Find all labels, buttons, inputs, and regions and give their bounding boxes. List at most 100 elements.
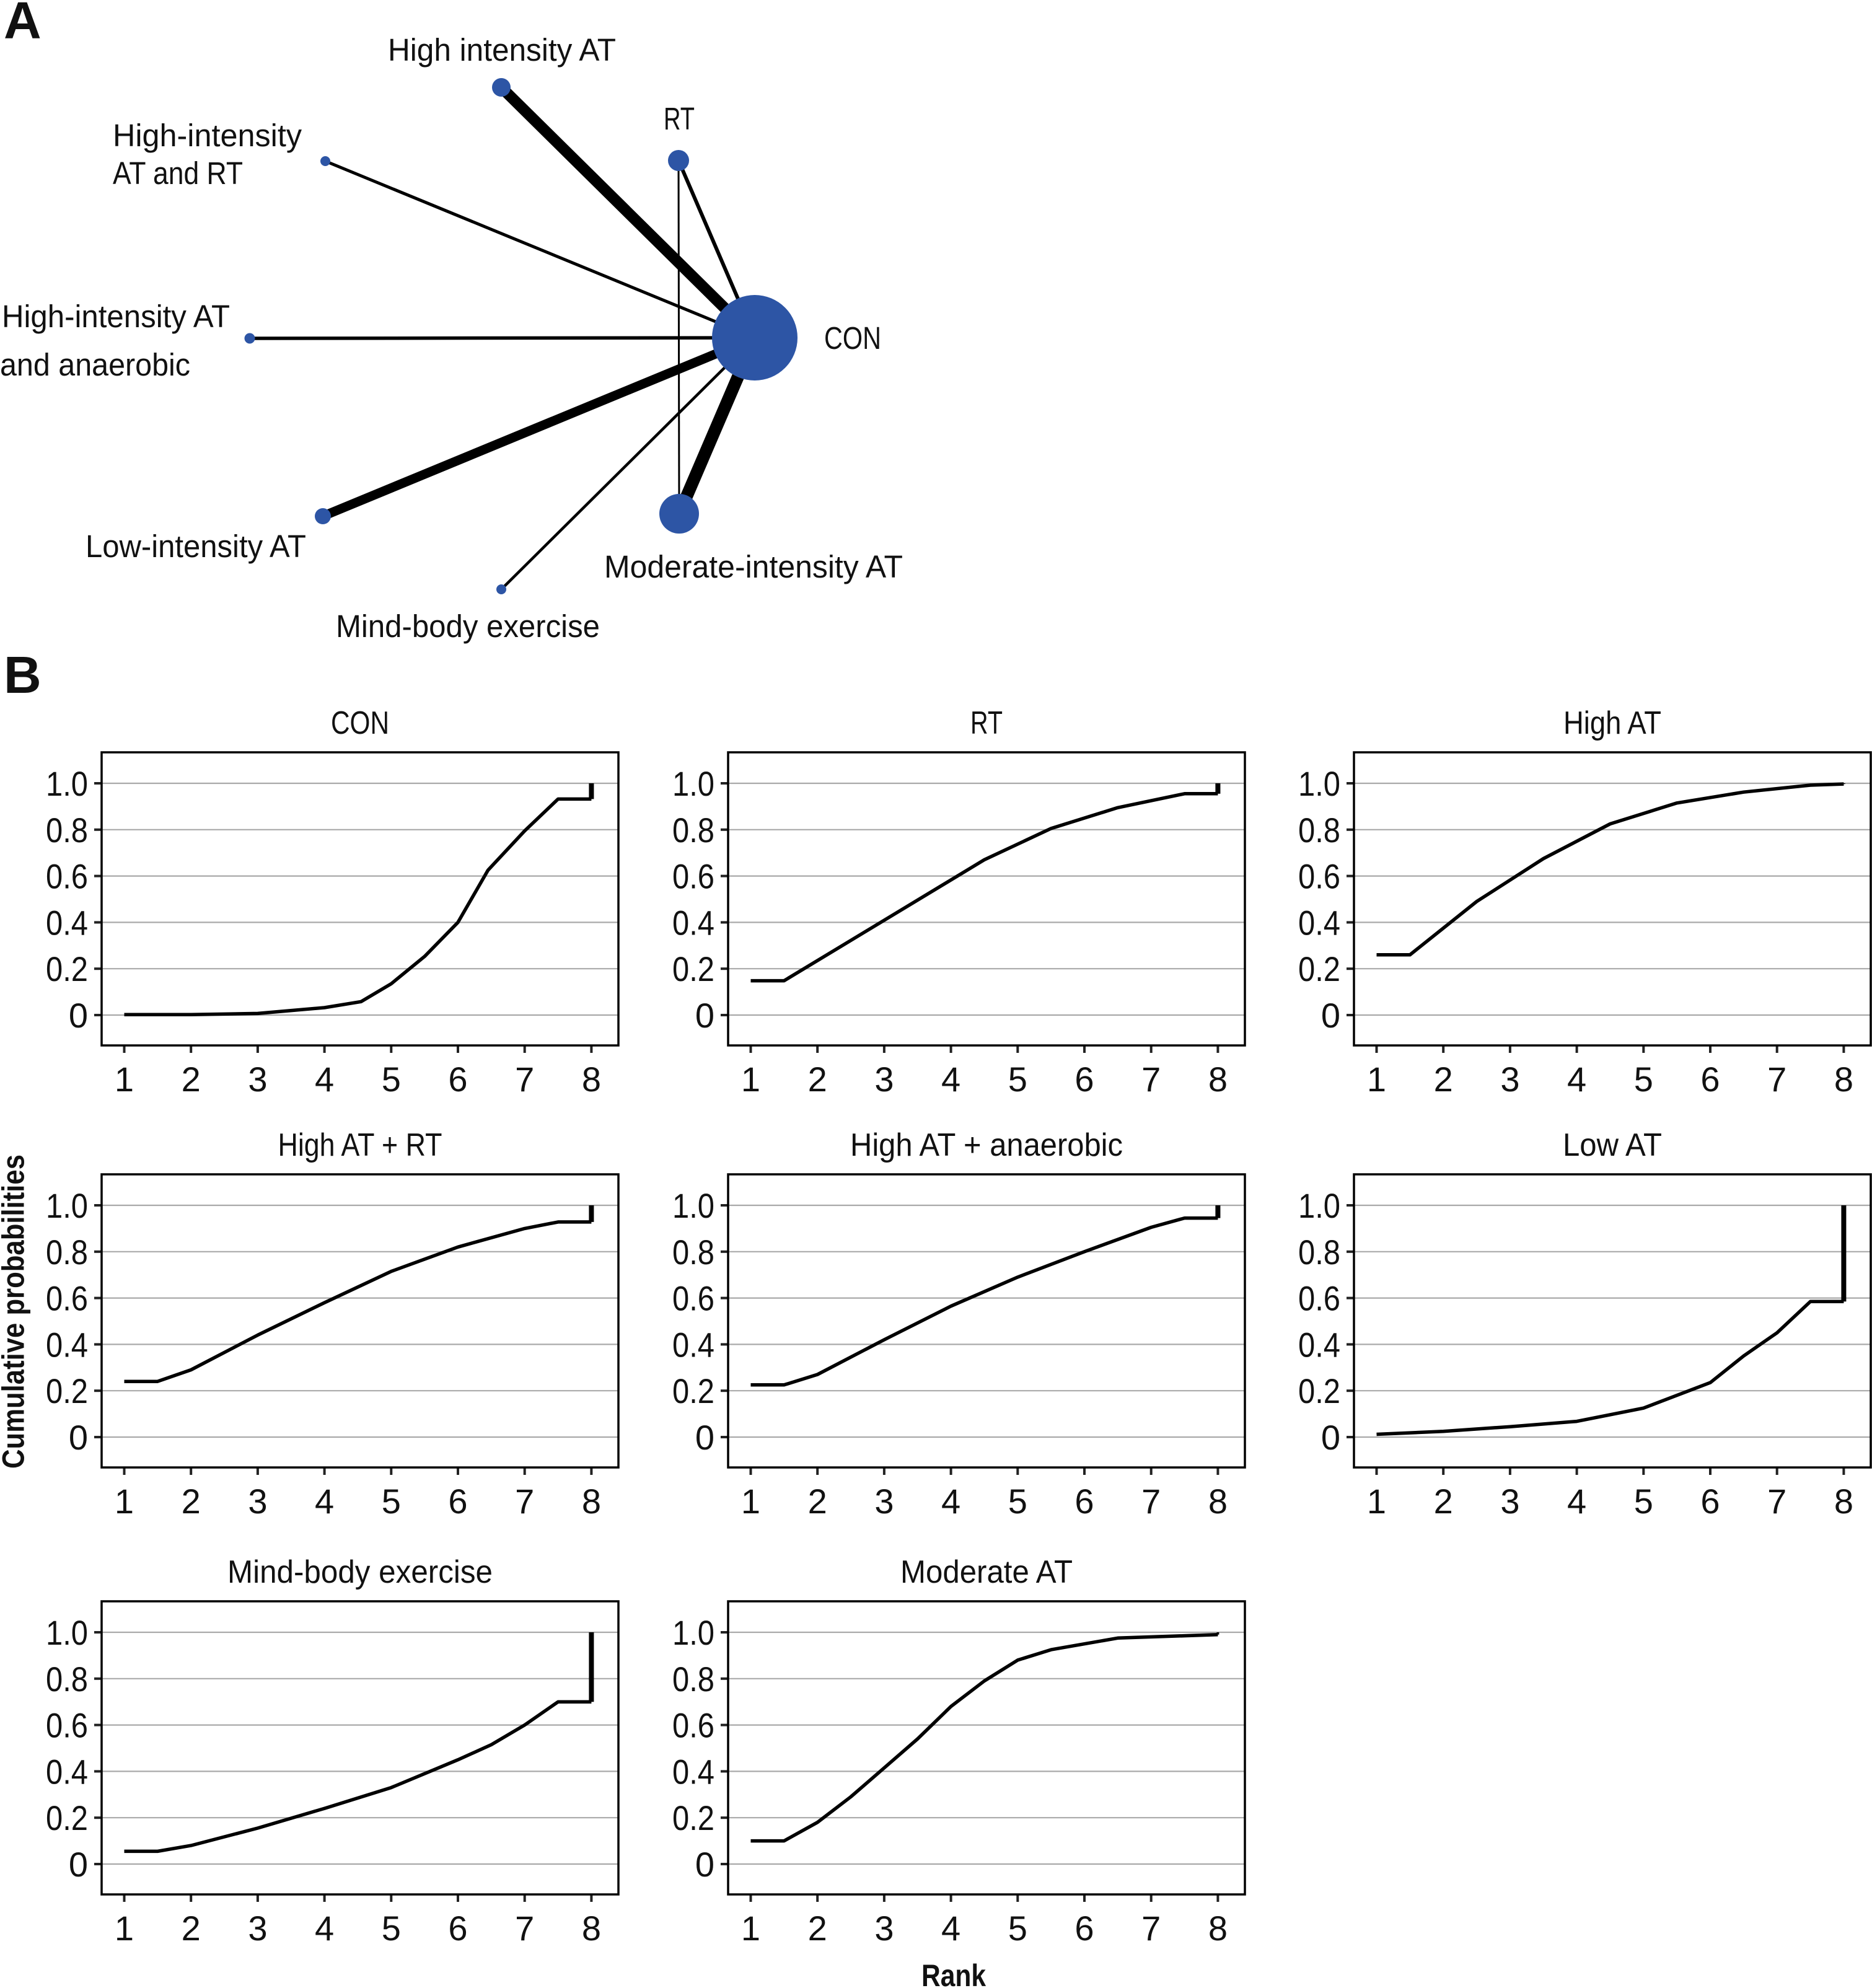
svg-text:Moderate-intensity AT: Moderate-intensity AT — [604, 549, 903, 584]
svg-text:1.0: 1.0 — [46, 1186, 88, 1225]
svg-text:0.8: 0.8 — [672, 811, 714, 850]
svg-text:5: 5 — [1008, 1060, 1027, 1099]
svg-text:7: 7 — [515, 1482, 534, 1521]
svg-text:8: 8 — [1834, 1482, 1853, 1521]
svg-text:1.0: 1.0 — [672, 1613, 714, 1652]
svg-text:0.4: 0.4 — [46, 1752, 88, 1791]
svg-text:1: 1 — [115, 1909, 134, 1948]
svg-text:7: 7 — [1141, 1909, 1161, 1948]
svg-text:4: 4 — [1567, 1482, 1586, 1521]
svg-text:0.6: 0.6 — [46, 1706, 88, 1745]
svg-text:7: 7 — [515, 1909, 534, 1948]
svg-text:B: B — [4, 646, 42, 704]
svg-text:CON: CON — [331, 705, 389, 741]
svg-text:7: 7 — [1141, 1482, 1161, 1521]
svg-text:Mind-body exercise: Mind-body exercise — [336, 609, 600, 644]
svg-text:2: 2 — [182, 1909, 201, 1948]
svg-text:0.8: 0.8 — [46, 1233, 88, 1272]
svg-text:0.4: 0.4 — [1298, 1325, 1340, 1364]
svg-text:0.2: 0.2 — [1298, 949, 1340, 988]
svg-text:0.6: 0.6 — [672, 1279, 714, 1318]
svg-text:1: 1 — [1367, 1060, 1386, 1099]
svg-text:2: 2 — [808, 1482, 827, 1521]
svg-text:Rank: Rank — [921, 1958, 986, 1988]
svg-text:High-intensity AT: High-intensity AT — [2, 299, 230, 334]
svg-text:6: 6 — [1074, 1060, 1094, 1099]
svg-text:5: 5 — [382, 1909, 401, 1948]
svg-text:0.6: 0.6 — [46, 857, 88, 896]
svg-text:3: 3 — [248, 1482, 267, 1521]
svg-text:1: 1 — [741, 1909, 760, 1948]
svg-text:0.2: 0.2 — [46, 1798, 88, 1837]
svg-text:1: 1 — [741, 1482, 760, 1521]
svg-text:0.8: 0.8 — [672, 1233, 714, 1272]
svg-text:A: A — [4, 0, 42, 50]
svg-text:0.8: 0.8 — [1298, 811, 1340, 850]
svg-text:0.4: 0.4 — [1298, 903, 1340, 942]
svg-text:7: 7 — [1767, 1482, 1786, 1521]
svg-text:8: 8 — [1208, 1060, 1228, 1099]
svg-text:Low-intensity AT: Low-intensity AT — [86, 529, 306, 564]
svg-text:1.0: 1.0 — [672, 764, 714, 803]
svg-text:8: 8 — [1834, 1060, 1853, 1099]
svg-text:1: 1 — [115, 1060, 134, 1099]
svg-text:0: 0 — [69, 996, 88, 1035]
svg-text:5: 5 — [382, 1482, 401, 1521]
svg-text:0.4: 0.4 — [672, 1325, 714, 1364]
svg-text:0: 0 — [69, 1418, 88, 1457]
svg-text:3: 3 — [1500, 1060, 1519, 1099]
svg-text:7: 7 — [1767, 1060, 1786, 1099]
svg-text:0: 0 — [1321, 996, 1340, 1035]
svg-text:0.8: 0.8 — [46, 811, 88, 850]
svg-text:4: 4 — [941, 1482, 960, 1521]
svg-text:4: 4 — [1567, 1060, 1586, 1099]
svg-text:0.8: 0.8 — [672, 1660, 714, 1699]
svg-text:0.6: 0.6 — [672, 857, 714, 896]
svg-text:8: 8 — [582, 1482, 601, 1521]
svg-text:1: 1 — [115, 1482, 134, 1521]
svg-text:0.6: 0.6 — [1298, 1279, 1340, 1318]
svg-text:2: 2 — [182, 1482, 201, 1521]
svg-text:AT and RT: AT and RT — [113, 156, 243, 191]
svg-text:8: 8 — [1208, 1909, 1228, 1948]
svg-text:7: 7 — [1141, 1060, 1161, 1099]
svg-text:4: 4 — [941, 1060, 960, 1099]
svg-text:0.2: 0.2 — [46, 1371, 88, 1410]
svg-text:0.2: 0.2 — [672, 1371, 714, 1410]
svg-text:8: 8 — [1208, 1482, 1228, 1521]
svg-text:4: 4 — [941, 1909, 960, 1948]
svg-text:6: 6 — [448, 1482, 467, 1521]
svg-text:6: 6 — [1074, 1909, 1094, 1948]
svg-text:3: 3 — [874, 1909, 894, 1948]
svg-text:3: 3 — [248, 1060, 267, 1099]
svg-text:0.4: 0.4 — [672, 903, 714, 942]
svg-text:1.0: 1.0 — [46, 764, 88, 803]
svg-text:CON: CON — [824, 320, 881, 356]
svg-text:8: 8 — [582, 1060, 601, 1099]
svg-text:1.0: 1.0 — [1298, 1186, 1340, 1225]
svg-text:0.6: 0.6 — [1298, 857, 1340, 896]
svg-text:3: 3 — [874, 1060, 894, 1099]
svg-text:0.6: 0.6 — [46, 1279, 88, 1318]
svg-text:5: 5 — [1008, 1482, 1027, 1521]
svg-text:4: 4 — [315, 1909, 334, 1948]
svg-text:RT: RT — [970, 705, 1003, 741]
svg-text:Moderate AT: Moderate AT — [900, 1554, 1073, 1590]
svg-text:0: 0 — [695, 1418, 714, 1457]
svg-text:0.4: 0.4 — [46, 1325, 88, 1364]
svg-text:0.4: 0.4 — [46, 903, 88, 942]
svg-text:0.2: 0.2 — [672, 949, 714, 988]
svg-text:5: 5 — [382, 1060, 401, 1099]
svg-text:7: 7 — [515, 1060, 534, 1099]
svg-text:Cumulative probabilities: Cumulative probabilities — [0, 1155, 31, 1469]
svg-text:4: 4 — [315, 1060, 334, 1099]
svg-text:3: 3 — [248, 1909, 267, 1948]
svg-text:0: 0 — [69, 1845, 88, 1884]
svg-text:1.0: 1.0 — [46, 1613, 88, 1652]
svg-text:1.0: 1.0 — [672, 1186, 714, 1225]
svg-text:6: 6 — [448, 1909, 467, 1948]
svg-text:6: 6 — [1074, 1482, 1094, 1521]
svg-text:RT: RT — [664, 101, 695, 136]
svg-text:1: 1 — [741, 1060, 760, 1099]
svg-text:3: 3 — [874, 1482, 894, 1521]
